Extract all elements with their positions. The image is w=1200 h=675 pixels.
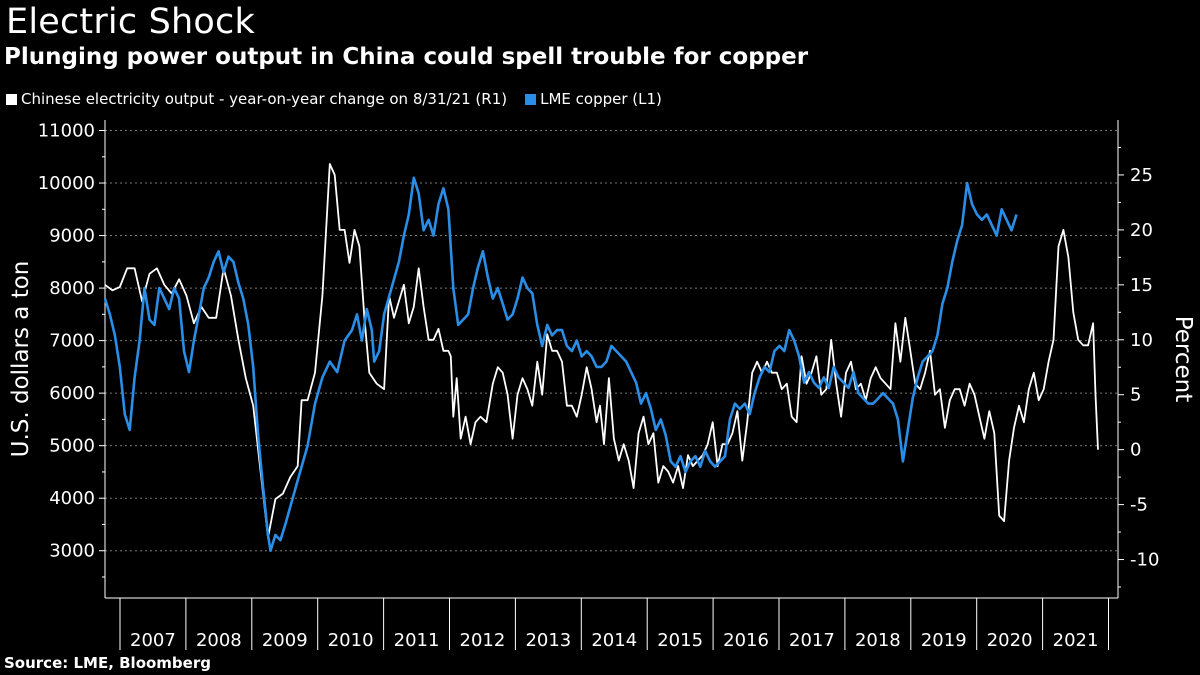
- x-tick-label: 2008: [196, 630, 242, 651]
- x-tick-label: 2020: [987, 630, 1033, 651]
- legend-swatch-electricity: [6, 93, 17, 105]
- legend-label-copper: LME copper (L1): [540, 90, 662, 108]
- right-tick-label: 5: [1130, 385, 1141, 406]
- right-tick-label: 20: [1130, 220, 1153, 241]
- x-tick-label: 2007: [130, 630, 176, 651]
- x-tick-label: 2016: [723, 630, 769, 651]
- x-tick-label: 2015: [657, 630, 703, 651]
- series-line-copper: [103, 176, 1018, 552]
- y-left-axis-label: U.S. dollars a ton: [8, 261, 34, 458]
- legend-item-electricity: Chinese electricity output - year-on-yea…: [6, 90, 507, 108]
- legend: Chinese electricity output - year-on-yea…: [6, 90, 662, 108]
- left-tick-label: 8000: [49, 278, 95, 299]
- legend-label-electricity: Chinese electricity output - year-on-yea…: [21, 90, 508, 108]
- right-tick-label: -10: [1130, 550, 1159, 571]
- left-tick-label: 11000: [38, 121, 95, 142]
- x-tick-label: 2012: [460, 630, 506, 651]
- x-tick-label: 2017: [789, 630, 835, 651]
- right-tick-label: -5: [1130, 495, 1148, 516]
- legend-item-copper: LME copper (L1): [525, 90, 662, 108]
- chart-title: Electric Shock: [6, 2, 255, 42]
- left-tick-label: 7000: [49, 331, 95, 352]
- right-tick-label: 10: [1130, 330, 1153, 351]
- left-tick-label: 3000: [49, 541, 95, 562]
- right-tick-label: 0: [1130, 440, 1141, 461]
- y-right-axis-label: Percent: [1170, 316, 1196, 403]
- left-tick-label: 4000: [49, 488, 95, 509]
- chart-subtitle: Plunging power output in China could spe…: [4, 44, 809, 70]
- source-note: Source: LME, Bloomberg: [4, 654, 211, 672]
- x-tick-label: 2019: [921, 630, 967, 651]
- right-tick-label: 25: [1130, 165, 1153, 186]
- x-tick-label: 2010: [328, 630, 374, 651]
- x-tick-label: 2021: [1053, 630, 1099, 651]
- left-tick-label: 9000: [49, 226, 95, 247]
- x-tick-label: 2014: [591, 630, 637, 651]
- series-line-electricity: [104, 163, 1099, 539]
- x-tick-label: 2011: [394, 630, 440, 651]
- legend-swatch-copper: [525, 93, 537, 105]
- x-tick-label: 2009: [262, 630, 308, 651]
- x-tick-label: 2018: [855, 630, 901, 651]
- left-tick-label: 5000: [49, 436, 95, 457]
- right-tick-label: 15: [1130, 275, 1153, 296]
- left-tick-label: 10000: [38, 173, 95, 194]
- x-tick-label: 2013: [525, 630, 571, 651]
- left-tick-label: 6000: [49, 383, 95, 404]
